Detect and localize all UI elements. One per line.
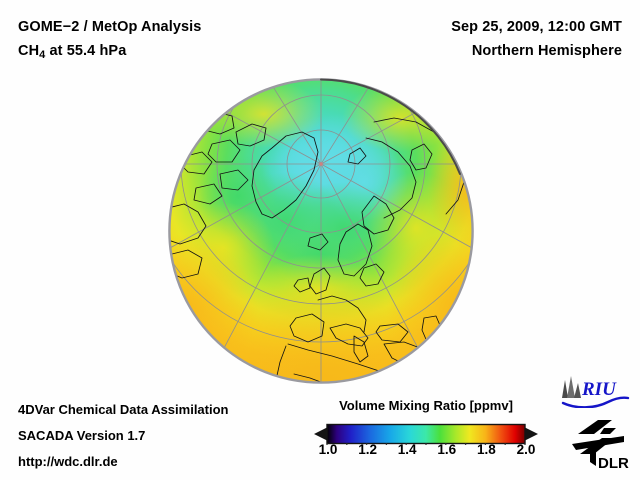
colorbar-tick-label: 2.0: [516, 442, 536, 457]
colorbar-under-arrow: [314, 427, 327, 441]
timestamp-label: Sep 25, 2009, 12:00 GMT: [451, 19, 622, 35]
footer-line-version: SACADA Version 1.7: [18, 428, 146, 443]
riu-spikes-icon: [562, 376, 581, 398]
north-pole-marker: [319, 162, 323, 166]
colorbar-over-arrow: [525, 427, 538, 441]
colorbar-tick-label: 1.6: [437, 442, 457, 457]
colorbar-tick-label: 1.8: [477, 442, 496, 457]
colorbar-bar: [326, 423, 526, 445]
orthographic-projection-svg: [168, 78, 474, 384]
colorbar: Volume Mixing Ratio [ppmv]: [306, 398, 546, 472]
colorbar-tick-label: 1.2: [358, 442, 377, 457]
colorbar-gradient-svg: [314, 423, 538, 445]
riu-wave-icon: [561, 396, 630, 408]
colorbar-tick-labels: 1.0 1.2 1.4 1.6 1.8 2.0: [306, 442, 546, 464]
globe-limb-shadow: [320, 78, 461, 175]
dlr-logo: DLR: [572, 420, 629, 472]
colorbar-title: Volume Mixing Ratio [ppmv]: [339, 398, 513, 413]
colorbar-tick-label: 1.4: [397, 442, 417, 457]
footer-line-url[interactable]: http://wdc.dlr.de: [18, 454, 118, 469]
colorbar-ticks: [326, 443, 526, 445]
species-subscript: 4: [39, 49, 46, 61]
hemisphere-label: Northern Hemisphere: [471, 43, 622, 59]
colorbar-tick-label: 1.0: [318, 442, 338, 457]
riu-wordmark: RIU: [581, 379, 617, 400]
pressure-level: at 55.4 hPa: [45, 43, 127, 59]
footer-line-assimilation: 4DVar Chemical Data Assimilation: [18, 402, 229, 417]
page-title: GOME−2 / MetOp Analysis: [18, 19, 202, 35]
riu-logo: RIU: [561, 376, 630, 408]
dlr-wordmark: DLR: [598, 455, 629, 472]
species-level-label: CH4 at 55.4 hPa: [18, 43, 126, 61]
dlr-aircraft-icon: [572, 420, 624, 466]
globe-map: [168, 78, 474, 384]
species-name: CH: [18, 43, 40, 59]
